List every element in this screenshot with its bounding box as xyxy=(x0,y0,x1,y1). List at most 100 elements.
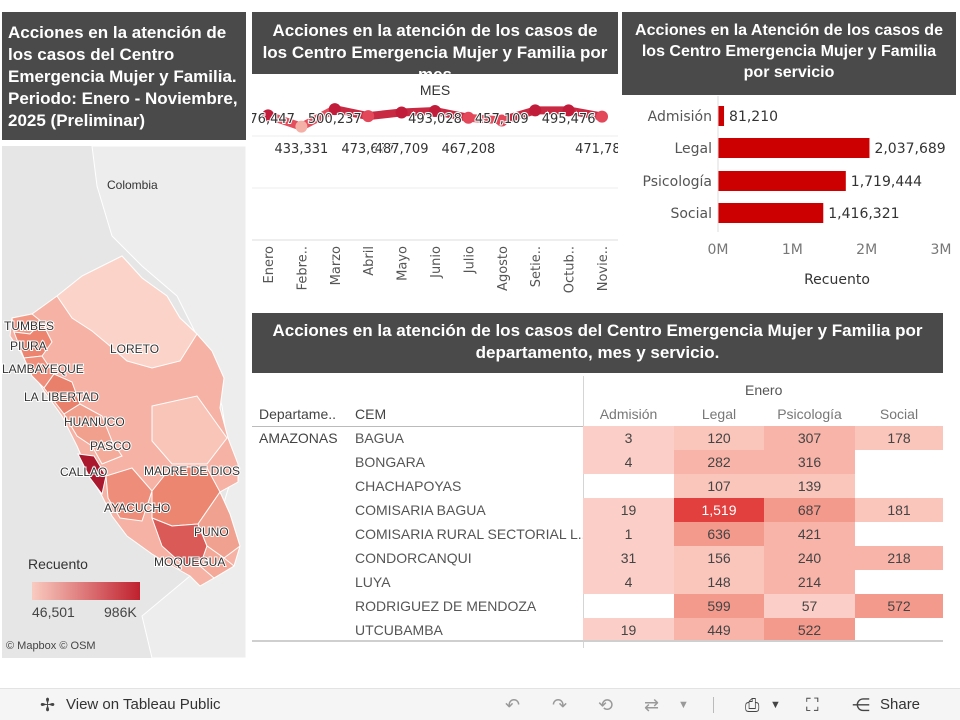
table-cell[interactable] xyxy=(855,522,943,546)
redo-icon[interactable]: ↷ xyxy=(552,695,568,715)
dept-moquegua[interactable] xyxy=(199,545,235,579)
table-cell[interactable]: 4 xyxy=(583,450,674,474)
download-dropdown-icon[interactable]: ▼ xyxy=(770,699,781,711)
map-attribution[interactable]: © Mapbox © OSM xyxy=(6,640,96,652)
table-cell[interactable]: 139 xyxy=(764,474,855,498)
table-bottom-rule xyxy=(252,640,943,642)
table-cell[interactable]: 449 xyxy=(674,618,764,642)
month-point-Julio[interactable] xyxy=(462,111,475,124)
dept-la-libertad[interactable] xyxy=(43,373,81,415)
month-point-Febre..[interactable] xyxy=(295,120,308,133)
month-point-Agosto[interactable] xyxy=(495,114,508,127)
dept-loreto[interactable] xyxy=(56,255,198,369)
table-cell[interactable]: 120 xyxy=(674,426,764,450)
service-chart[interactable]: Admisión 81,210 Legal 2,037,689 Psicología 1,… xyxy=(622,96,956,296)
table-cell[interactable]: 316 xyxy=(764,450,855,474)
dept-pasco[interactable] xyxy=(91,440,123,465)
table-cell[interactable] xyxy=(583,474,674,498)
table-cell[interactable]: 214 xyxy=(764,570,855,594)
table-cell[interactable]: 1 xyxy=(583,522,674,546)
pause-dropdown-icon[interactable]: ▼ xyxy=(678,699,689,711)
period-text: Periodo: Enero - Noviembre, 2025 (Prelim… xyxy=(8,89,238,130)
month-point-Enero[interactable] xyxy=(262,109,274,122)
month-point-Mayo[interactable] xyxy=(395,106,408,119)
table-cell[interactable] xyxy=(855,570,943,594)
month-point-Abril[interactable] xyxy=(362,110,375,123)
month-chart-svg[interactable]: MES 476,447 Enero 433,331 Febre.. 500,237 Marz… xyxy=(240,76,630,298)
service-bar-Social[interactable] xyxy=(718,203,824,223)
table-col-admisión[interactable]: Admisión xyxy=(599,406,658,422)
table-cell[interactable] xyxy=(855,450,943,474)
department-table[interactable]: Enero Departame.. CEM BAGUA 3 120 307 178 BON… xyxy=(252,376,943,648)
service-xtick: 0M xyxy=(708,242,729,258)
table-cell[interactable]: 57 xyxy=(764,594,855,618)
table-cell[interactable]: 107 xyxy=(674,474,764,498)
table-cell[interactable]: 307 xyxy=(764,426,855,450)
table-cell[interactable]: 31 xyxy=(583,546,674,570)
month-tick-Octub..: Octub.. xyxy=(563,246,578,293)
table-cell[interactable] xyxy=(855,618,943,642)
table-dept-label: AMAZONAS xyxy=(259,430,338,446)
main-title: Acciones en la atención de los casos del… xyxy=(2,12,246,140)
table-cell[interactable]: 19 xyxy=(583,618,674,642)
table-cell[interactable]: 4 xyxy=(583,570,674,594)
table-cell[interactable]: 181 xyxy=(855,498,943,522)
month-value-label: 433,331 xyxy=(275,142,329,157)
footer-divider xyxy=(713,697,714,713)
table-cell[interactable]: 218 xyxy=(855,546,943,570)
table-cell[interactable]: 178 xyxy=(855,426,943,450)
table-cell[interactable]: 636 xyxy=(674,522,764,546)
map-canvas[interactable]: Colombia TUMBES PIURA LAMBAYEQUE LA LIBERTA… xyxy=(2,146,246,658)
dept-ayacucho[interactable] xyxy=(105,467,153,522)
table-col-psicología[interactable]: Psicología xyxy=(777,406,842,422)
dept-lima[interactable] xyxy=(77,453,107,496)
table-header-cem[interactable]: CEM xyxy=(355,406,387,422)
service-chart-svg[interactable]: Admisión 81,210 Legal 2,037,689 Psicología 1,… xyxy=(622,96,956,296)
service-label-Social: Social xyxy=(670,206,712,222)
table-cell[interactable]: 421 xyxy=(764,522,855,546)
table-cell[interactable]: 156 xyxy=(674,546,764,570)
share-icon[interactable]: ⋲ xyxy=(852,695,870,715)
pause-icon[interactable]: ⇄ xyxy=(644,695,660,715)
table-cell[interactable]: 3 xyxy=(583,426,674,450)
service-value-Legal: 2,037,689 xyxy=(874,141,945,157)
table-cell[interactable]: 599 xyxy=(674,594,764,618)
month-point-Junio[interactable] xyxy=(429,105,441,118)
download-icon[interactable]: ⎙ xyxy=(745,695,760,715)
month-point-Setie..[interactable] xyxy=(529,104,542,117)
month-point-Octub..[interactable] xyxy=(562,104,575,117)
table-cell[interactable]: 687 xyxy=(764,498,855,522)
map-label-tumbes: TUMBES xyxy=(4,319,54,333)
peru-map[interactable]: Colombia TUMBES PIURA LAMBAYEQUE LA LIBERTA… xyxy=(2,146,246,658)
table-row-cem: LUYA xyxy=(355,574,391,590)
month-value-label: 500,237 xyxy=(308,112,362,127)
month-point-Novie..[interactable] xyxy=(596,110,608,123)
view-on-tableau-link[interactable]: View on Tableau Public xyxy=(66,696,221,713)
table-cell[interactable]: 282 xyxy=(674,450,764,474)
table-row-cem: RODRIGUEZ DE MENDOZA xyxy=(355,598,537,614)
table-col-legal[interactable]: Legal xyxy=(701,406,737,422)
service-bar-Admisión[interactable] xyxy=(718,106,725,126)
share-button[interactable]: Share xyxy=(880,696,921,713)
revert-icon[interactable]: ⟲ xyxy=(598,695,614,715)
dept-madre-de-dios[interactable] xyxy=(151,395,228,465)
map-label-colombia: Colombia xyxy=(107,178,158,192)
service-bar-Legal[interactable] xyxy=(718,138,870,158)
table-cell[interactable] xyxy=(583,594,674,618)
table-cell[interactable]: 522 xyxy=(764,618,855,642)
table-cell[interactable]: 19 xyxy=(583,498,674,522)
table-cell[interactable]: 572 xyxy=(855,594,943,618)
table-col-social[interactable]: Social xyxy=(879,406,919,422)
table-header-department[interactable]: Departame.. xyxy=(259,406,337,422)
table-cell[interactable]: 1,519 xyxy=(674,498,764,522)
month-chart[interactable]: MES 476,447 Enero 433,331 Febre.. 500,237 Marz… xyxy=(240,76,630,298)
service-bar-Psicología[interactable] xyxy=(718,171,846,191)
undo-icon[interactable]: ↶ xyxy=(505,695,521,715)
service-label-Legal: Legal xyxy=(674,141,712,157)
table-cell[interactable]: 148 xyxy=(674,570,764,594)
fullscreen-icon[interactable]: ⛶ xyxy=(806,695,819,715)
month-point-Marzo[interactable] xyxy=(328,103,341,116)
map-label-la-libertad: LA LIBERTAD xyxy=(24,390,99,404)
table-cell[interactable]: 240 xyxy=(764,546,855,570)
table-cell[interactable] xyxy=(855,474,943,498)
